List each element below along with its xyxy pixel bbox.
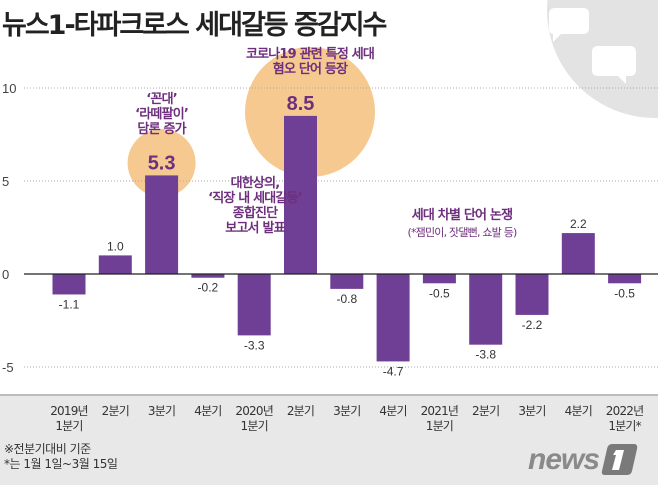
- data-label: 1.0: [107, 239, 124, 253]
- annotation-text: 담론 증가: [137, 122, 186, 137]
- bar: [98, 255, 132, 274]
- x-tick-label: 1분기: [241, 419, 268, 433]
- bar: [422, 274, 456, 284]
- x-tick-label: 1분기*: [608, 419, 641, 433]
- data-label: -0.2: [198, 281, 219, 295]
- data-label: -1.1: [59, 297, 80, 311]
- annotation-text: 세대 차별 단어 논쟁: [412, 207, 512, 223]
- annotation-text: 보고서 발표: [225, 220, 285, 236]
- x-tick-label: 2분기: [472, 404, 499, 418]
- x-tick-label: 2분기: [102, 404, 129, 418]
- bar: [237, 274, 271, 336]
- data-label: -0.5: [429, 286, 450, 300]
- bar: [52, 274, 86, 295]
- annotation-text: 종합진단: [233, 205, 278, 221]
- footer-band: [0, 395, 658, 485]
- annotation-text: 대한상의,: [231, 175, 280, 191]
- annotation-text: ‘직장 내 세대갈등’: [208, 190, 302, 206]
- x-tick-label: 3분기: [148, 404, 175, 418]
- annotation-text: ‘라떼팔이’: [135, 106, 188, 122]
- x-tick-label: 3분기: [518, 404, 545, 418]
- x-tick-label: 2021년: [421, 404, 459, 418]
- annotation-text: ‘꼰대’: [146, 92, 177, 107]
- data-label: -2.2: [522, 318, 543, 332]
- x-tick-label: 2020년: [235, 404, 273, 418]
- x-tick-label: 1분기: [426, 419, 453, 433]
- bar: [515, 274, 549, 315]
- y-tick-label: 5: [2, 174, 9, 189]
- bar: [376, 274, 410, 362]
- data-label: -0.5: [614, 286, 635, 300]
- y-tick-label: 10: [2, 81, 16, 96]
- bar: [561, 233, 595, 274]
- footnote-basis: ※전분기대비 기준: [4, 442, 91, 456]
- x-tick-label: 4분기: [379, 404, 406, 418]
- data-label: 8.5: [287, 93, 315, 115]
- bar: [145, 175, 179, 274]
- bar: [469, 274, 503, 345]
- highlight-circle: [245, 47, 375, 177]
- x-tick-label: 4분기: [194, 404, 221, 418]
- x-tick-label: 1분기: [55, 419, 82, 433]
- x-tick-label: 2019년: [50, 404, 88, 418]
- x-tick-label: 2분기: [287, 404, 314, 418]
- footnote-period: *는 1월 1일~3월 15일: [4, 457, 118, 471]
- speech-bubble-icon: [549, 8, 589, 42]
- annotation-text: 혐오 단어 등장: [273, 61, 348, 77]
- annotation-text: (*잼민이, 잣댈뻔, 쇼발 등): [407, 226, 517, 239]
- bar: [330, 274, 364, 289]
- y-tick-label: -5: [2, 360, 14, 375]
- speech-bubble-icon: [592, 46, 636, 84]
- bar: [284, 115, 317, 275]
- footnotes: ※전분기대비 기준 *는 1월 1일~3월 15일: [4, 442, 118, 472]
- y-tick-label: 0: [2, 267, 9, 282]
- data-label: -0.8: [336, 292, 357, 306]
- data-label: -3.3: [244, 338, 265, 352]
- annotation-text: 코로나19 관련 특정 세대: [246, 46, 374, 62]
- data-label: 5.3: [148, 152, 176, 174]
- bar: [608, 274, 642, 284]
- news1-logo: news: [528, 443, 638, 476]
- svg-text:news: news: [528, 443, 599, 476]
- x-tick-label: 4분기: [565, 404, 592, 418]
- x-tick-label: 2022년: [606, 404, 644, 418]
- data-label: 2.2: [570, 217, 587, 231]
- data-label: -4.7: [383, 364, 404, 378]
- chart-title: 뉴스1-타파크로스 세대갈등 증감지수: [2, 10, 387, 41]
- x-tick-label: 3분기: [333, 404, 360, 418]
- data-label: -3.8: [475, 348, 496, 362]
- bar: [191, 274, 225, 278]
- highlight-circle: [127, 129, 196, 197]
